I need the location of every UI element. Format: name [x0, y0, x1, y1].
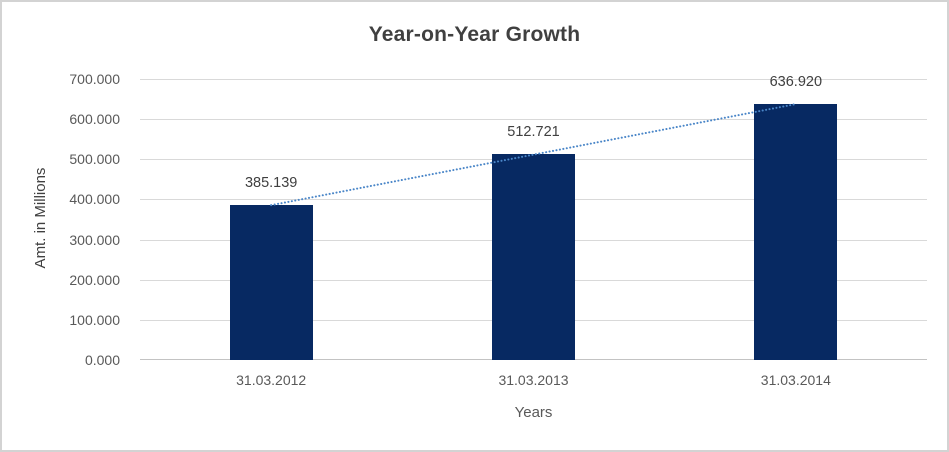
- y-tick-label: 700.000: [69, 71, 120, 87]
- y-tick-label: 200.000: [69, 271, 120, 288]
- y-tick-label: 0.000: [84, 352, 120, 368]
- trendline-path: [270, 103, 797, 207]
- gridline: [140, 119, 927, 121]
- chart-title: Year-on-Year Growth: [368, 23, 581, 46]
- x-axis-title: Years: [514, 404, 553, 421]
- data-label: 636.920: [769, 74, 823, 91]
- x-tick-label: 31.03.2012: [236, 372, 307, 388]
- x-tick-label: 31.03.2013: [498, 372, 569, 388]
- x-tick-label: 31.03.2014: [760, 372, 831, 388]
- bar: [229, 205, 313, 360]
- data-label: 512.721: [507, 124, 560, 141]
- y-tick-label: 300.000: [69, 231, 120, 248]
- gridline: [140, 79, 927, 80]
- bar: [754, 104, 838, 360]
- y-tick-label: 500.000: [69, 151, 120, 168]
- y-tick-label: 400.000: [69, 191, 120, 208]
- plot-area: [140, 79, 927, 360]
- y-tick-label: 100.000: [69, 311, 120, 328]
- y-tick-label: 600.000: [69, 111, 120, 128]
- trendline: [270, 103, 797, 207]
- data-label: 385.139: [244, 175, 298, 192]
- y-axis-title: Amt. in Millions: [32, 167, 49, 269]
- bar: [492, 154, 575, 360]
